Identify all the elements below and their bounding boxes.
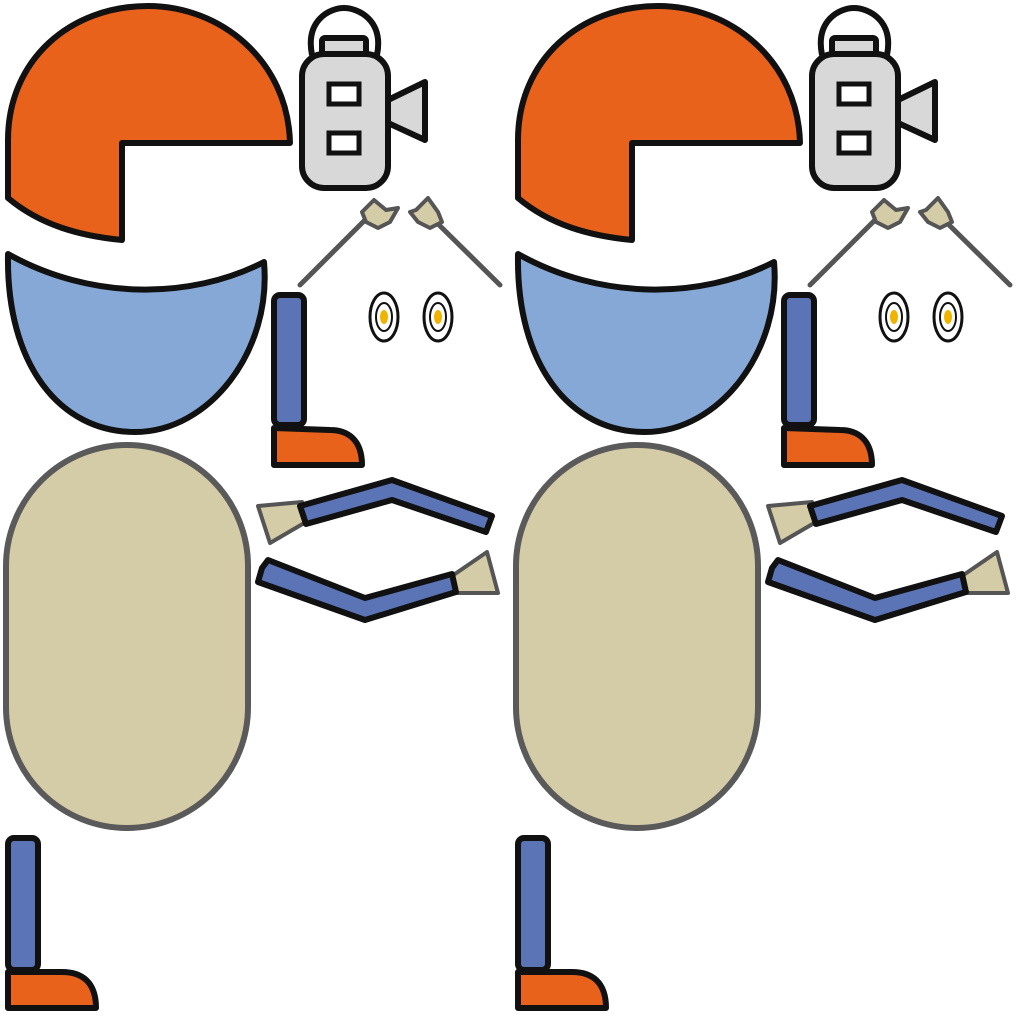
sprite-copy-2: [516, 6, 1010, 1008]
sprite-copy-1: [6, 6, 500, 1008]
